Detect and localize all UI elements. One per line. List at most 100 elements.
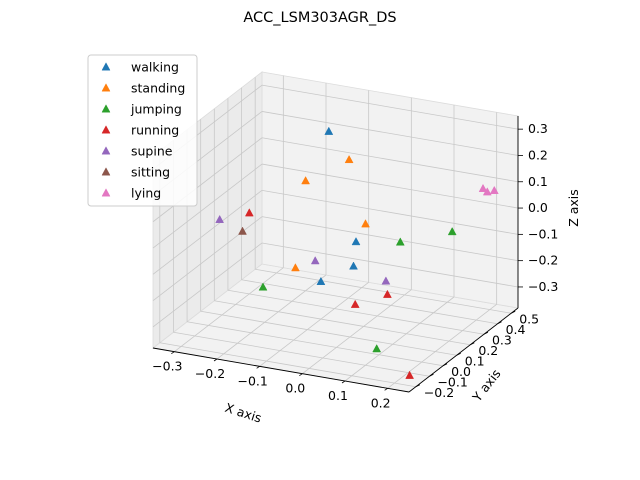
legend-label-walking: walking [131, 60, 179, 75]
z-tick-label: 0.0 [528, 200, 548, 215]
data-point-standing [291, 263, 300, 272]
data-point-jumping [258, 282, 268, 291]
z-tick-label: −0.2 [528, 253, 558, 268]
x-tick-label: −0.3 [152, 359, 182, 374]
legend-marker-supine [101, 146, 111, 155]
x-tick-label: 0.2 [371, 395, 391, 410]
data-markers [215, 126, 499, 379]
legend-label-running: running [131, 123, 179, 138]
x-tick-mark [256, 366, 260, 369]
y-tick-mark [456, 352, 461, 356]
x-tick-label: −0.1 [237, 373, 267, 388]
y-grid-line [227, 289, 485, 335]
data-point-running [405, 370, 415, 379]
legend-marker-jumping [101, 104, 111, 113]
x-grid-line [387, 304, 497, 389]
z-tick-label: 0.2 [528, 147, 548, 162]
x-tick-label: 0.0 [285, 381, 305, 396]
y-tick-label: 0.4 [506, 322, 526, 337]
z-grid-line [152, 190, 263, 275]
y-tick-mark [511, 310, 516, 314]
y-tick-label: 0.5 [519, 311, 539, 326]
axis-lines [152, 116, 519, 393]
z-grid-line [261, 137, 519, 183]
data-point-supine [215, 214, 225, 223]
z-tick-label: 0.3 [528, 121, 548, 136]
y-tick-label: 0.1 [465, 353, 485, 368]
y-tick-label: 0.2 [478, 343, 498, 358]
data-point-standing [361, 219, 370, 228]
data-point-jumping [447, 226, 457, 236]
x-tick-mark [171, 351, 175, 354]
legend-label-standing: standing [131, 81, 185, 96]
y-tick-mark [497, 321, 502, 325]
data-point-jumping [395, 237, 405, 246]
data-point-standing [344, 154, 354, 164]
z-grid-line [261, 111, 519, 156]
y-axis-line [408, 307, 519, 393]
legend-marker-sitting [101, 167, 111, 176]
data-point-running [244, 208, 254, 217]
data-point-standing [301, 176, 311, 185]
y-tick-mark [429, 373, 434, 377]
z-tick-label: 0.1 [528, 174, 548, 189]
data-point-running [382, 289, 392, 298]
chart-title: ACC_LSM303AGR_DS [243, 10, 396, 26]
x-grid-line [216, 274, 327, 360]
axis-ticks: −0.3 −0.2 −0.1 0.0 0.1 0.2−0.2−0.10.00.10.20.… [152, 121, 558, 410]
x-axis-label: X axis [223, 400, 263, 426]
data-point-walking [324, 126, 334, 135]
x-grid-line [344, 296, 455, 382]
y-tick-mark [442, 363, 448, 367]
data-point-jumping [372, 344, 382, 353]
y-axis-label: Y axis [469, 366, 504, 405]
y-tick-mark [483, 331, 489, 335]
x-tick-mark [213, 358, 218, 362]
legend-label-jumping: jumping [130, 102, 182, 117]
y-grid-line [255, 268, 512, 314]
legend-label-sitting: sitting [131, 165, 170, 180]
legend-marker-lying [101, 188, 111, 197]
y-grid-line [173, 331, 430, 377]
x-tick-label: 0.1 [328, 388, 348, 403]
legend-label-lying: lying [131, 186, 161, 201]
z-grid-line [261, 242, 519, 288]
z-axis-label: Z axis [566, 189, 581, 227]
data-point-walking [316, 276, 326, 285]
z-grid-line [152, 242, 263, 328]
z-grid-line [261, 216, 519, 262]
y-tick-label: 0.0 [451, 364, 471, 379]
legend-marker-standing [101, 83, 111, 92]
y-grid-line [200, 310, 457, 356]
legend-label-supine: supine [131, 144, 173, 159]
y-grid-line [214, 300, 471, 346]
y-tick-label: 0.3 [492, 332, 512, 347]
z-grid-line [261, 189, 519, 235]
z-grid-line [152, 137, 263, 223]
x-axis-line [152, 347, 410, 393]
x-grid-line [174, 267, 284, 352]
x-tick-mark [299, 373, 303, 376]
y-grid-line [186, 321, 444, 367]
y-tick-label: −0.2 [424, 385, 454, 400]
y-grid-line [159, 342, 416, 388]
x-grid-line [259, 282, 369, 367]
legend: walking standing jumping running supine sitti… [87, 54, 198, 207]
z-tick-label: −0.3 [528, 279, 558, 294]
data-point-lying [482, 187, 492, 196]
y-grid-line [241, 279, 498, 325]
data-point-walking [351, 237, 361, 246]
grid-lines [152, 75, 519, 389]
data-point-lying [478, 183, 488, 192]
data-point-supine [310, 256, 320, 265]
z-grid-line [152, 163, 263, 249]
x-tick-mark [341, 380, 346, 384]
data-point-walking [349, 261, 358, 270]
y-tick-label: −0.1 [437, 374, 467, 389]
z-grid-line [261, 84, 519, 130]
data-point-running [350, 299, 360, 308]
z-grid-line [261, 163, 519, 209]
data-point-supine [381, 276, 391, 285]
x-tick-mark [384, 388, 388, 391]
